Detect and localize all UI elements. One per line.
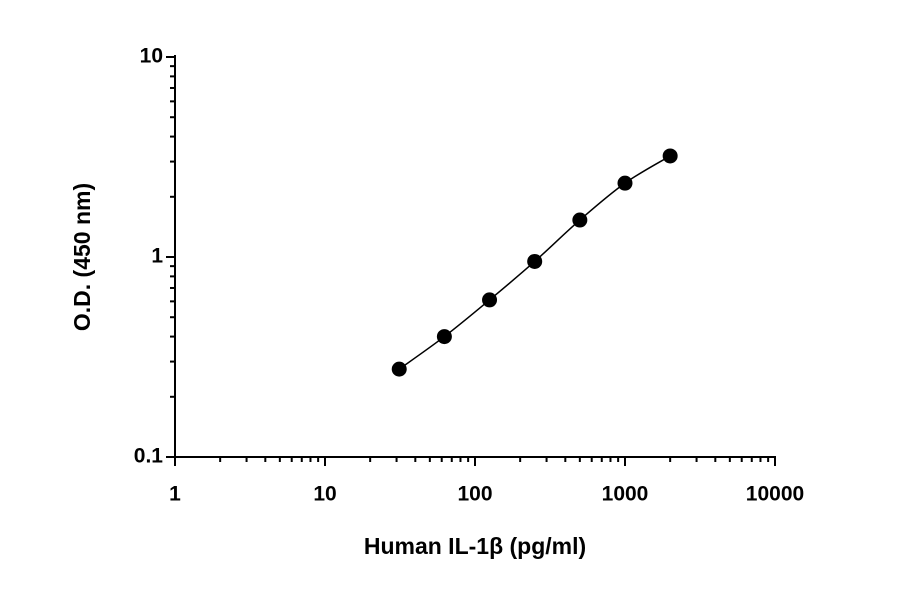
x-tick-label: 100 [457, 483, 492, 506]
data-point [436, 329, 452, 345]
x-axis-title: Human IL-1β (pg/ml) [364, 533, 586, 559]
data-point [617, 175, 633, 191]
x-tick-label: 10000 [746, 483, 804, 506]
data-point [572, 212, 588, 228]
x-tick-label: 1 [169, 483, 181, 506]
x-tick-label: 1000 [602, 483, 649, 506]
data-point [391, 361, 407, 377]
data-point [482, 292, 498, 308]
data-point [527, 253, 543, 269]
y-tick-label: 1 [151, 245, 163, 268]
data-point [662, 148, 678, 164]
y-tick-label: 10 [140, 45, 163, 68]
y-tick-label: 0.1 [134, 445, 164, 468]
y-axis-title: O.D. (450 nm) [69, 183, 95, 331]
x-tick-label: 10 [313, 483, 336, 506]
